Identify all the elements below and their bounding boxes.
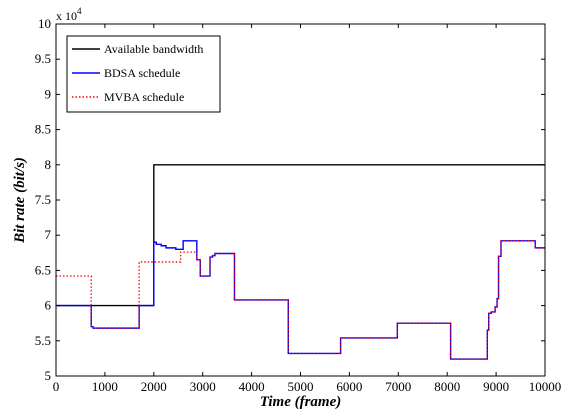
x-tick-label: 10000 bbox=[529, 379, 562, 394]
y-axis-exponent-power: 4 bbox=[77, 6, 82, 16]
y-tick-label: 9.5 bbox=[35, 51, 51, 66]
x-tick-label: 0 bbox=[53, 379, 60, 394]
series-line-available-bandwidth bbox=[56, 164, 545, 307]
x-tick-label: 2000 bbox=[141, 379, 167, 394]
x-axis-label: Time (frame) bbox=[260, 394, 342, 410]
y-tick-label: 7.5 bbox=[35, 192, 51, 207]
y-tick-label: 10 bbox=[38, 16, 51, 31]
x-tick-label: 3000 bbox=[190, 379, 216, 394]
y-tick-label: 5.5 bbox=[35, 333, 51, 348]
y-axis-label: Bit rate (bit/s) bbox=[12, 157, 28, 244]
axis-tick-labels: 0 1000 2000 3000 4000 5000 6000 7000 8000 9000 100… bbox=[35, 16, 562, 394]
x-tick-label: 6000 bbox=[336, 379, 362, 394]
legend-label-bdsa-schedule: BDSA schedule bbox=[104, 66, 180, 80]
x-tick-label: 1000 bbox=[92, 379, 118, 394]
y-tick-label: 7 bbox=[45, 227, 52, 242]
x-tick-label: 7000 bbox=[385, 379, 411, 394]
y-axis-exponent-base: x 10 bbox=[56, 9, 77, 23]
y-tick-label: 6 bbox=[45, 298, 52, 313]
x-tick-label: 4000 bbox=[239, 379, 265, 394]
legend-label-available-bandwidth: Available bandwidth bbox=[104, 42, 203, 56]
series-line-bdsa-schedule bbox=[56, 240, 545, 360]
y-tick-label: 8 bbox=[45, 157, 52, 172]
x-tick-label: 8000 bbox=[434, 379, 460, 394]
x-tick-label: 5000 bbox=[288, 379, 314, 394]
y-tick-label: 8.5 bbox=[35, 122, 51, 137]
legend-label-mvba-schedule: MVBA schedule bbox=[104, 90, 184, 104]
series-line-mvba-schedule bbox=[56, 240, 545, 360]
y-tick-label: 9 bbox=[45, 86, 52, 101]
x-tick-label: 9000 bbox=[483, 379, 509, 394]
y-axis-exponent: x 104 bbox=[56, 6, 82, 23]
y-tick-label: 5 bbox=[45, 368, 52, 383]
y-tick-label: 6.5 bbox=[35, 262, 51, 277]
legend: Available bandwidth BDSA schedule MVBA s… bbox=[66, 35, 221, 113]
plot-content bbox=[56, 164, 545, 360]
axis-ticks bbox=[55, 23, 546, 377]
